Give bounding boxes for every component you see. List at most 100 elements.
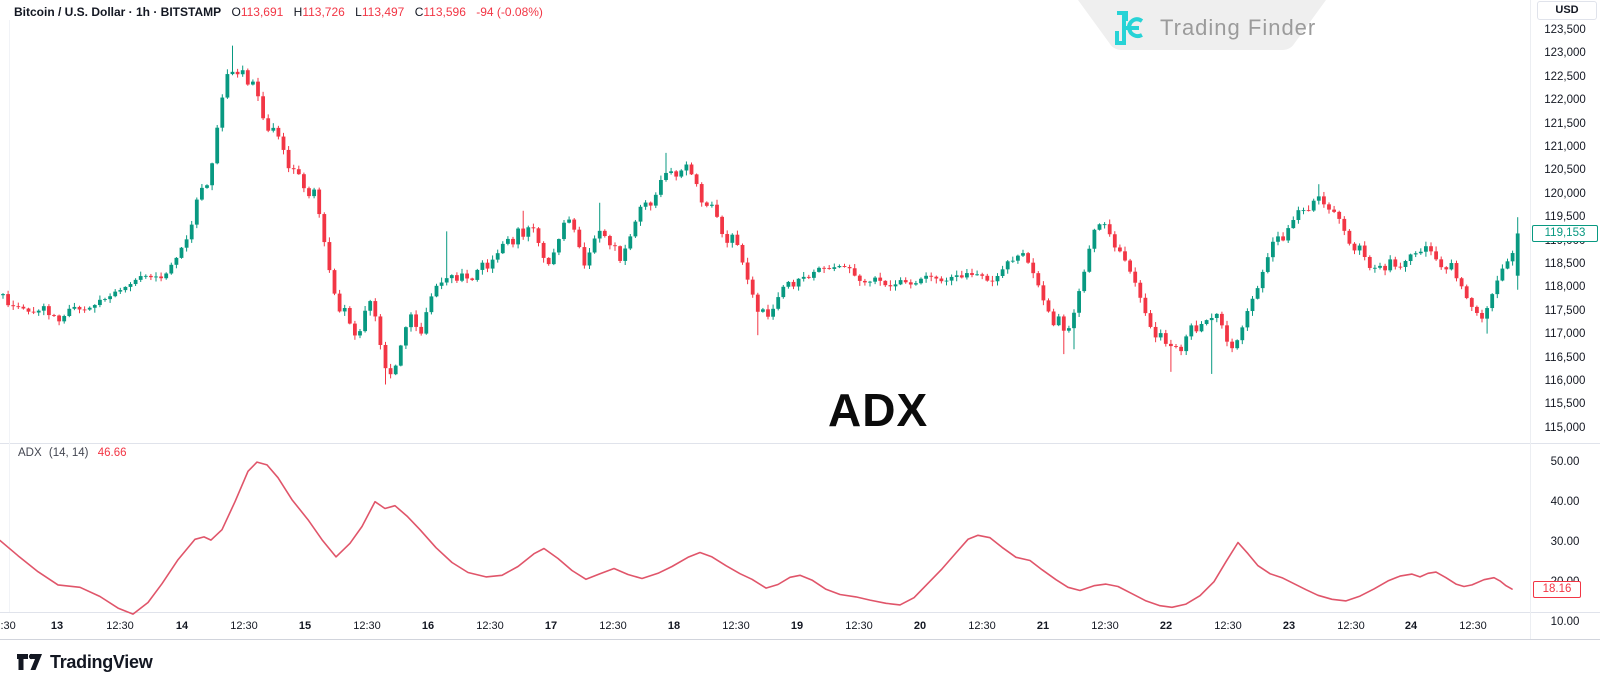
- candle: [623, 244, 628, 265]
- candle: [169, 262, 174, 275]
- candle: [1225, 320, 1229, 347]
- currency-selector[interactable]: USD: [1537, 1, 1597, 20]
- candle: [980, 272, 985, 280]
- time-axis-day-label[interactable]: 19: [790, 620, 804, 632]
- tradingview-attribution[interactable]: TradingView: [16, 650, 153, 674]
- candle: [710, 201, 714, 208]
- symbol-title[interactable]: Bitcoin / U.S. Dollar · 1h · BITSTAMP: [14, 5, 222, 19]
- candle: [893, 280, 898, 291]
- time-axis-day-label[interactable]: 24: [1404, 620, 1418, 632]
- time-axis-day-label[interactable]: 20: [913, 620, 927, 632]
- indicator-name: ADX: [18, 447, 42, 459]
- candle: [1510, 250, 1515, 266]
- candle: [1469, 297, 1474, 311]
- time-axis-label[interactable]: 12:30: [968, 620, 996, 632]
- candle: [57, 314, 61, 326]
- price-axis-label: 121,000: [1544, 141, 1586, 153]
- candle: [16, 302, 21, 309]
- candle: [353, 320, 357, 340]
- candle: [740, 243, 745, 265]
- price-axis-label: 117,000: [1544, 328, 1586, 341]
- candle: [1490, 293, 1495, 312]
- watermark-brand-text: Trading Finder: [1160, 15, 1317, 40]
- time-axis-label[interactable]: 12:30: [722, 620, 750, 632]
- candle: [812, 269, 816, 281]
- candle: [6, 290, 10, 308]
- candle: [873, 276, 877, 285]
- candle: [1459, 276, 1464, 290]
- time-axis-day-label[interactable]: 15: [298, 620, 312, 632]
- adx-watermark-title: ADX: [828, 384, 929, 436]
- candle: [914, 280, 918, 286]
- time-axis-label[interactable]: 12:30: [0, 620, 16, 632]
- indicator-params: (14, 14): [48, 447, 89, 459]
- candle: [847, 264, 852, 274]
- candle: [205, 184, 209, 189]
- candle: [475, 268, 480, 282]
- candle: [240, 65, 245, 77]
- time-axis-label[interactable]: 12:30: [1091, 620, 1119, 632]
- candle: [995, 273, 1000, 286]
- candle: [755, 292, 760, 336]
- adx-axis-label: 40.00: [1550, 495, 1580, 508]
- candle: [143, 274, 148, 279]
- candle: [1010, 256, 1015, 263]
- time-axis-day-label[interactable]: 18: [667, 620, 681, 632]
- adx-indicator-legend[interactable]: ADX (14, 14) 46.66: [18, 447, 126, 459]
- time-axis-label[interactable]: 12:30: [476, 620, 504, 632]
- candle: [72, 302, 77, 311]
- change-value: -94 (-0.08%): [476, 5, 543, 19]
- candle: [628, 233, 633, 251]
- price-axis-label: 118,000: [1544, 281, 1586, 294]
- candle: [903, 277, 908, 284]
- time-axis-label[interactable]: 12:30: [230, 620, 258, 632]
- candle: [200, 183, 204, 201]
- symbol-title-bar[interactable]: Bitcoin / U.S. Dollar · 1h · BITSTAMP O1…: [14, 5, 543, 19]
- time-axis-label[interactable]: 12:30: [1337, 620, 1365, 632]
- time-axis-day-label[interactable]: 14: [175, 620, 189, 632]
- candle: [358, 329, 362, 339]
- time-axis-day-label[interactable]: 21: [1036, 620, 1050, 632]
- adx-axis-label: 10.00: [1550, 615, 1580, 628]
- candle: [1332, 205, 1336, 214]
- candle: [174, 257, 179, 269]
- candle: [1337, 210, 1342, 224]
- candle: [1352, 242, 1357, 255]
- candle: [21, 304, 26, 310]
- time-axis-label[interactable]: 12:30: [353, 620, 381, 632]
- candle: [1128, 258, 1132, 274]
- candle: [791, 279, 796, 290]
- price-axis-label: 117,500: [1544, 304, 1586, 317]
- candle: [1408, 253, 1413, 265]
- candle: [939, 276, 944, 284]
- adx-axis-label: 50.00: [1550, 455, 1580, 468]
- candle: [1072, 309, 1076, 350]
- time-axis-label[interactable]: 12:30: [1214, 620, 1242, 632]
- time-axis-day-label[interactable]: 17: [544, 620, 558, 632]
- time-axis-day-label[interactable]: 16: [421, 620, 435, 632]
- time-axis-day-label[interactable]: 13: [50, 620, 64, 632]
- price-axis-label: 116,500: [1544, 351, 1586, 364]
- candle: [669, 167, 673, 175]
- candle: [1230, 338, 1234, 353]
- candle: [1367, 255, 1372, 271]
- candle: [383, 341, 388, 385]
- candle: [954, 270, 959, 282]
- candle: [1204, 319, 1209, 326]
- time-axis-label[interactable]: 12:30: [599, 620, 627, 632]
- candle: [699, 182, 704, 207]
- time-axis-label[interactable]: 12:30: [1459, 620, 1487, 632]
- time-axis-label[interactable]: 12:30: [845, 620, 873, 632]
- candle: [419, 322, 424, 336]
- candle: [990, 275, 995, 287]
- candle: [312, 187, 316, 199]
- price-axis-label: 115,500: [1544, 398, 1586, 411]
- time-axis-label[interactable]: 12:30: [106, 620, 134, 632]
- candle: [1250, 296, 1255, 316]
- candle: [801, 271, 806, 282]
- adx-current-value-label: 18.16: [1533, 580, 1581, 598]
- time-axis-day-label[interactable]: 22: [1159, 620, 1173, 632]
- time-axis-day-label[interactable]: 23: [1282, 620, 1296, 632]
